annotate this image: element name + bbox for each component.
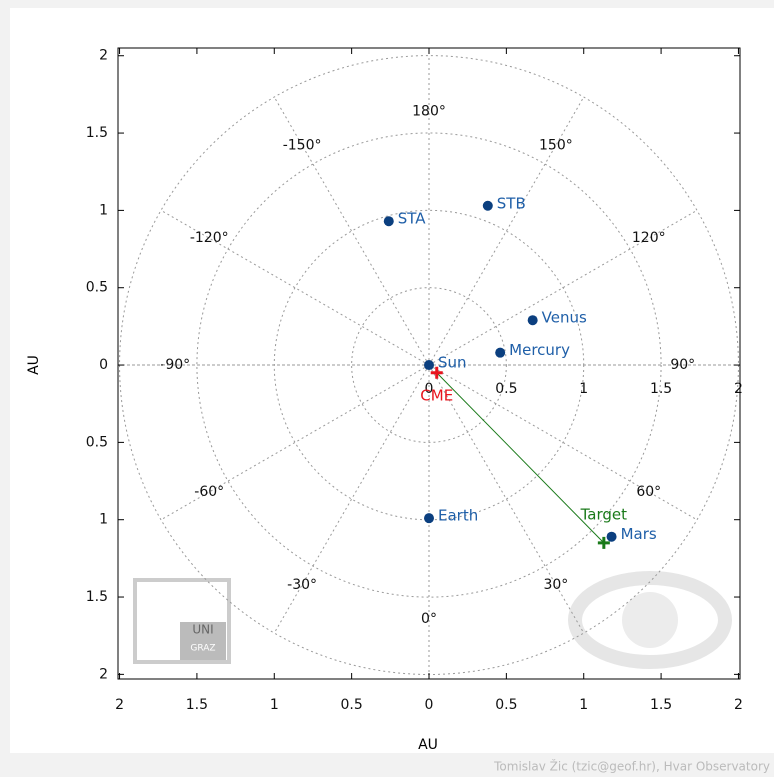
point	[424, 360, 434, 370]
logo-text: UNI	[192, 623, 213, 637]
x-tick-label: 2	[115, 697, 124, 713]
point-label: Venus	[542, 309, 587, 327]
x-tick-label: 0.5	[495, 697, 517, 713]
angle-label: 60°	[636, 484, 661, 500]
logo-text: GRAZ	[190, 644, 215, 654]
x-tick-label: 0.5	[341, 697, 363, 713]
angle-label: 150°	[539, 137, 573, 153]
y-tick-label: 1.5	[86, 125, 108, 141]
x-tick-label: 1.5	[650, 697, 672, 713]
point-label: Sun	[438, 354, 467, 372]
angle-label: -60°	[194, 484, 224, 500]
point-label: STA	[398, 210, 427, 228]
radial-label: 2	[734, 381, 743, 397]
x-axis-label: AU	[418, 737, 438, 753]
x-tick-label: 2	[734, 697, 743, 713]
point	[495, 348, 505, 358]
credit: Tomislav Žic (tzic@geof.hr), Hvar Observ…	[493, 759, 770, 774]
y-tick-label: 0.5	[86, 280, 108, 296]
y-tick-label: 1.5	[86, 589, 108, 605]
angle-label: -150°	[283, 137, 322, 153]
point-label: Mars	[621, 525, 657, 543]
point	[424, 513, 434, 523]
x-tick-label: 0	[425, 697, 434, 713]
y-axis-label: AU	[26, 355, 42, 375]
x-tick-label: 1	[270, 697, 279, 713]
point-label: Mercury	[509, 341, 570, 359]
radial-label: 0.5	[495, 381, 517, 397]
point	[384, 216, 394, 226]
angle-label: 30°	[543, 577, 568, 593]
point-label: Target	[580, 505, 628, 523]
y-tick-label: 1	[99, 202, 108, 218]
radial-label: 1	[579, 381, 588, 397]
y-tick-label: 0	[99, 357, 108, 373]
x-tick-label: 1	[579, 697, 588, 713]
radial-label: 1.5	[650, 381, 672, 397]
y-tick-label: 1	[99, 512, 108, 528]
y-tick-label: 2	[99, 666, 108, 682]
y-tick-label: 0.5	[86, 434, 108, 450]
point-label: STB	[497, 194, 526, 212]
point	[607, 532, 617, 542]
point-label: CME	[420, 386, 453, 404]
point	[528, 315, 538, 325]
x-tick-label: 1.5	[186, 697, 208, 713]
angle-label: 120°	[632, 230, 666, 246]
angle-label: -30°	[287, 577, 317, 593]
chart: AU AU UNI GRAZ Tomislav Žic (tzic@geof.h…	[0, 0, 774, 777]
point-label: Earth	[438, 507, 478, 525]
y-tick-label: 2	[99, 48, 108, 64]
point	[483, 201, 493, 211]
angle-label: -120°	[190, 230, 229, 246]
angle-label: 180°	[412, 103, 446, 119]
angle-label: 0°	[421, 611, 437, 627]
